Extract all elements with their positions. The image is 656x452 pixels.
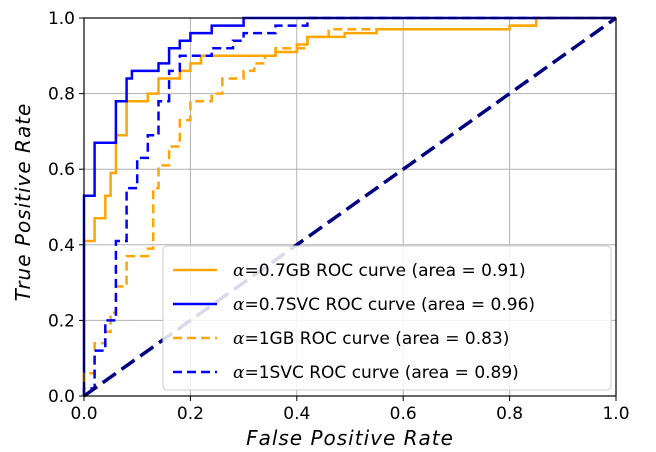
x-tick-label-3: 0.6 <box>390 404 417 424</box>
y-tick-label-2: 0.4 <box>48 236 75 256</box>
tick-labels: 0.0 0.2 0.4 0.6 0.8 1.0 0.0 0.2 0.4 0.6 0.8 1.0 <box>48 9 630 424</box>
legend-alpha-symbol: α <box>233 329 245 349</box>
legend-label-text: =0.7GB ROC curve (area = 0.91) <box>244 261 525 281</box>
x-tick-label-2: 0.4 <box>283 404 310 424</box>
y-tick-label-0: 0.0 <box>48 387 75 407</box>
legend-label-2: α=1GB ROC curve (area = 0.83) <box>233 329 509 349</box>
legend-alpha-symbol: α <box>233 295 245 315</box>
legend: α=0.7GB ROC curve (area = 0.91)α=0.7SVC … <box>162 245 612 391</box>
legend-label-3: α=1SVC ROC curve (area = 0.89) <box>233 363 519 383</box>
legend-alpha-symbol: α <box>233 261 245 281</box>
y-tick-label-1: 0.2 <box>48 311 75 331</box>
x-tick-label-0: 0.0 <box>70 404 97 424</box>
x-axis-label: False Positive Rate <box>246 426 454 450</box>
series-line-2 <box>82 16 616 396</box>
y-axis-label: True Positive Rate <box>11 103 35 302</box>
chance-diagonal-line <box>82 16 618 398</box>
legend-box <box>162 245 612 391</box>
x-tick-label-1: 0.2 <box>177 404 204 424</box>
legend-label-0: α=0.7GB ROC curve (area = 0.91) <box>233 261 526 281</box>
series-line-3 <box>82 16 616 396</box>
legend-label-text: =1SVC ROC curve (area = 0.89) <box>244 363 518 383</box>
series-line-1 <box>82 16 616 396</box>
y-tick-label-3: 0.6 <box>48 160 75 180</box>
axes-frame <box>83 17 617 397</box>
legend-label-1: α=0.7SVC ROC curve (area = 0.96) <box>233 295 535 315</box>
plot-area <box>82 16 618 398</box>
legend-label-text: =1GB ROC curve (area = 0.83) <box>244 329 509 349</box>
series-line-0 <box>82 16 616 396</box>
legend-label-text: =0.7SVC ROC curve (area = 0.96) <box>244 295 535 315</box>
x-tick-label-5: 1.0 <box>602 404 629 424</box>
y-tick-label-4: 0.8 <box>48 85 75 105</box>
axes <box>83 17 617 397</box>
legend-alpha-symbol: α <box>233 363 245 383</box>
x-tick-label-4: 0.8 <box>496 404 523 424</box>
y-tick-label-5: 1.0 <box>48 9 75 29</box>
